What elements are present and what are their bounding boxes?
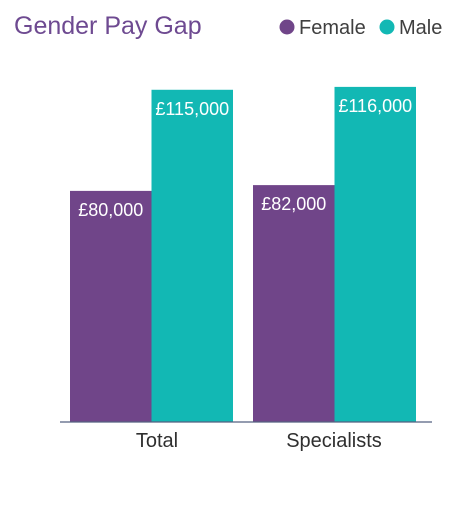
value-label-specialists-male: £116,000 [338, 96, 412, 116]
chart-title: Gender Pay Gap [14, 12, 202, 40]
value-labels: £80,000 £115,000 £82,000 £116,000 [78, 96, 412, 220]
value-label-total-female: £80,000 [78, 200, 143, 220]
bar-total-female [70, 190, 152, 422]
legend-label-female: Female [299, 17, 366, 39]
value-label-specialists-female: £82,000 [261, 194, 326, 214]
legend: Female Male [279, 17, 442, 39]
legend-label-male: Male [399, 17, 442, 39]
legend-swatch-male [379, 19, 395, 35]
bars [70, 86, 416, 423]
bar-total-male [151, 89, 233, 423]
legend-swatch-female [279, 19, 295, 35]
bar-specialists-male [334, 86, 416, 422]
category-label-total: Total [136, 430, 178, 452]
category-label-specialists: Specialists [286, 430, 382, 452]
value-label-total-male: £115,000 [155, 99, 229, 119]
bar-specialists-female [253, 185, 335, 422]
